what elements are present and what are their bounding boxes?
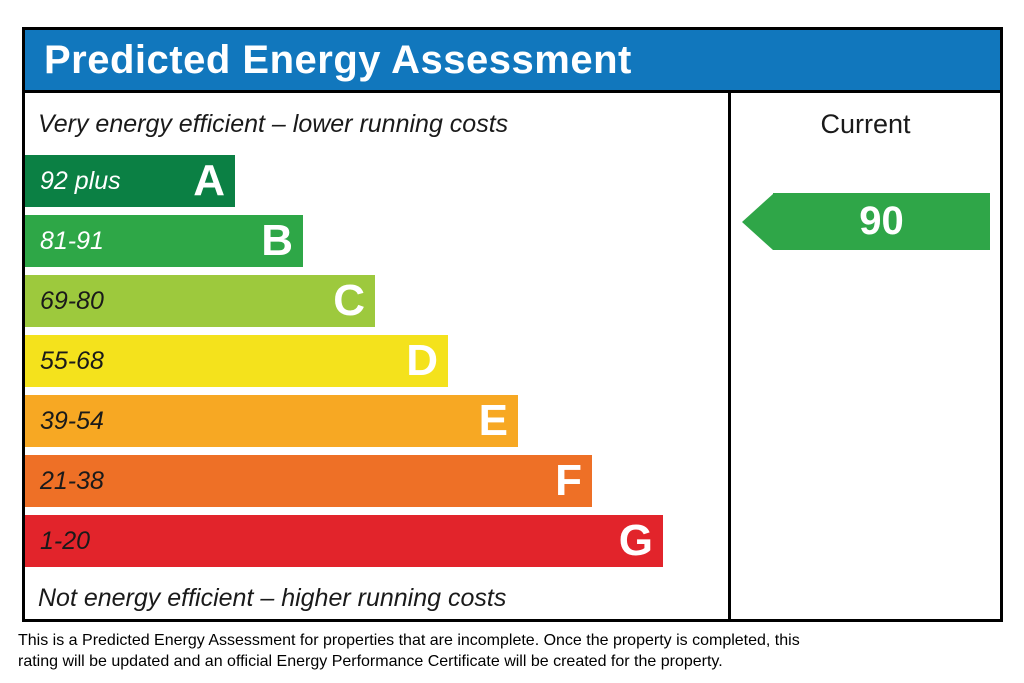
band-range-label: 1-20 [40,526,91,555]
band-range-label: 55-68 [40,346,104,375]
band-letter: C [333,276,365,325]
bands-container: 92 plus A 81-91 B 69-80 C 55-68 D 39-54 … [25,155,728,567]
current-column-header: Current [820,109,911,139]
band-range-label: 21-38 [40,466,104,495]
band-range-label: 81-91 [40,226,104,255]
band-letter: G [618,516,653,565]
epc-figure: Predicted Energy Assessment Very energy … [22,27,1003,622]
current-rating-value: 90 [859,199,904,243]
band-row-A: 92 plus A [25,155,235,207]
current-column: Current 90 [728,93,1000,619]
band-row-G: 1-20 G [25,515,663,567]
rating-chart: Very energy efficient – lower running co… [22,93,1003,622]
current-rating-arrow: 90 [742,193,990,250]
band-letter: E [478,396,508,445]
title-bar: Predicted Energy Assessment [22,27,1003,93]
band-letter: A [193,156,225,205]
bottom-caption: Not energy efficient – higher running co… [38,584,507,612]
band-range-label: 39-54 [40,406,104,435]
bands-pane: Very energy efficient – lower running co… [25,93,728,619]
arrow-left-tip-icon [742,193,773,250]
band-row-D: 55-68 D [25,335,448,387]
page-title: Predicted Energy Assessment [44,37,632,82]
band-row-F: 21-38 F [25,455,592,507]
top-caption: Very energy efficient – lower running co… [38,110,509,138]
band-row-B: 81-91 B [25,215,303,267]
band-row-C: 69-80 C [25,275,375,327]
band-letter: D [406,336,438,385]
disclaimer-text: This is a Predicted Energy Assessment fo… [18,632,800,670]
band-letter: F [555,456,582,505]
band-range-label: 92 plus [40,166,121,195]
band-range-label: 69-80 [40,286,104,315]
band-letter: B [261,216,293,265]
band-row-E: 39-54 E [25,395,518,447]
arrow-body: 90 [773,193,990,250]
